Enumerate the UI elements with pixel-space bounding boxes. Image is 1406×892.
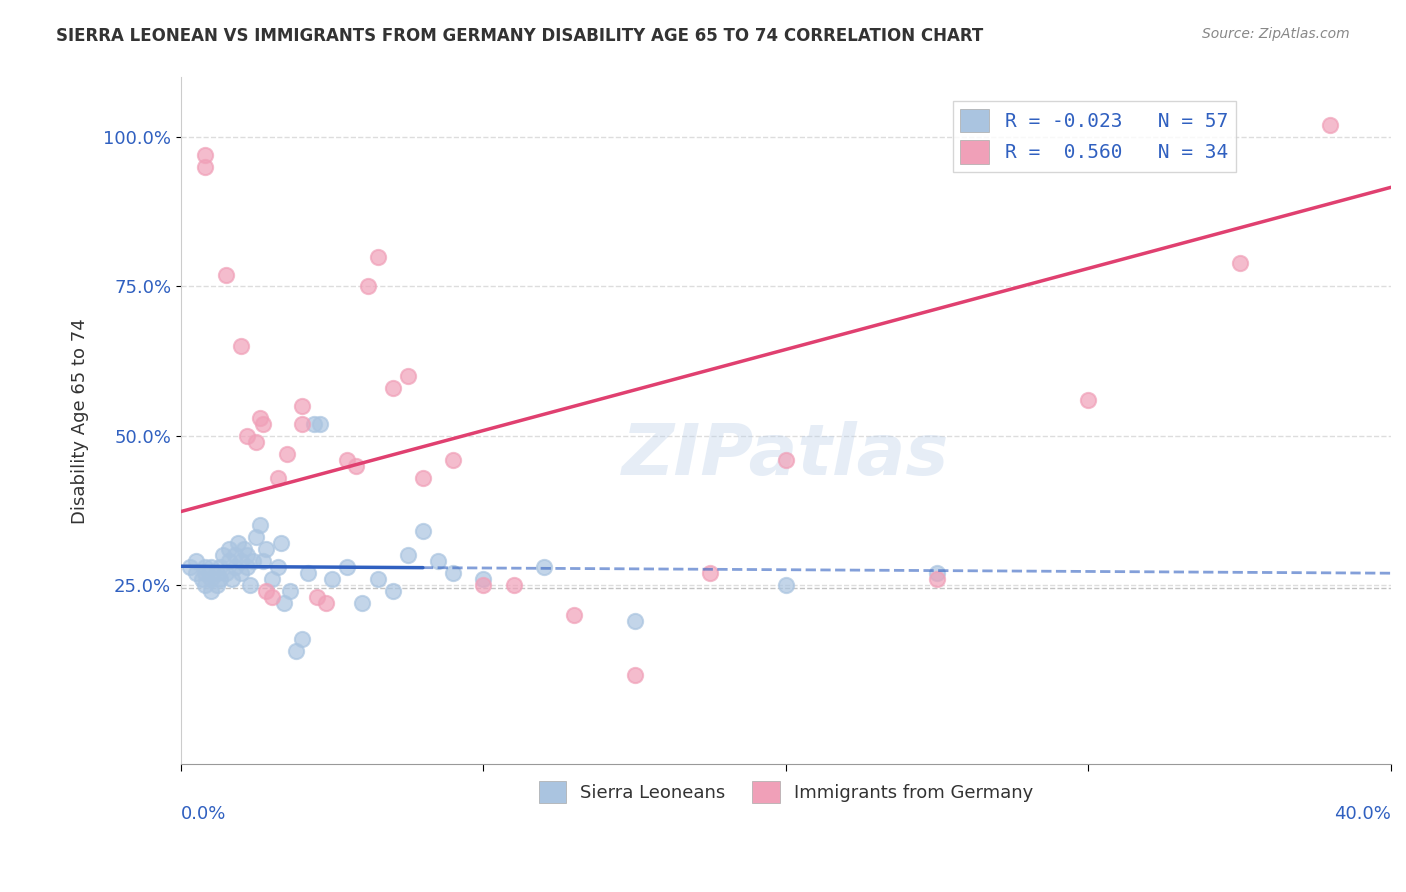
Point (623, 667, 645, 681)
Point (276, 447, 298, 461)
Point (212, 548, 235, 562)
Point (302, 417, 325, 431)
Text: 0.0%: 0.0% (181, 805, 226, 823)
Point (215, 566, 238, 581)
Point (194, 148, 217, 162)
Point (472, 572, 495, 586)
Point (236, 548, 259, 562)
Point (184, 554, 207, 568)
Point (336, 452, 359, 467)
Point (239, 578, 262, 592)
Point (562, 607, 585, 622)
Point (252, 417, 274, 431)
Point (236, 560, 259, 574)
Point (623, 614, 645, 628)
Point (1229, 255, 1251, 269)
Point (254, 542, 277, 557)
Point (427, 554, 450, 568)
Point (775, 452, 797, 467)
Point (209, 560, 232, 574)
Point (231, 554, 253, 568)
Point (278, 584, 301, 599)
Text: ZIPatlas: ZIPatlas (623, 421, 949, 490)
Point (336, 560, 359, 574)
Point (381, 584, 404, 599)
Point (242, 554, 264, 568)
Point (366, 572, 388, 586)
Point (209, 572, 232, 586)
Point (284, 644, 307, 658)
Point (218, 554, 240, 568)
Point (297, 566, 319, 581)
Y-axis label: Disability Age 65 to 74: Disability Age 65 to 74 (72, 318, 89, 524)
Point (236, 429, 259, 443)
Point (1319, 118, 1341, 132)
Text: SIERRA LEONEAN VS IMMIGRANTS FROM GERMANY DISABILITY AGE 65 TO 74 CORRELATION CH: SIERRA LEONEAN VS IMMIGRANTS FROM GERMAN… (56, 27, 983, 45)
Point (1077, 392, 1099, 407)
Point (194, 566, 217, 581)
Legend: Sierra Leoneans, Immigrants from Germany: Sierra Leoneans, Immigrants from Germany (531, 773, 1040, 810)
Point (315, 596, 337, 610)
Point (252, 554, 274, 568)
Point (291, 399, 314, 413)
Point (381, 381, 404, 395)
Point (266, 560, 288, 574)
Point (502, 578, 524, 592)
Point (191, 572, 214, 586)
Point (396, 369, 419, 384)
Point (352, 596, 374, 610)
Point (179, 560, 201, 574)
Point (254, 584, 277, 599)
Point (321, 572, 343, 586)
Point (205, 578, 228, 592)
Point (472, 578, 495, 592)
Point (412, 524, 434, 539)
Point (200, 572, 222, 586)
Point (775, 578, 797, 592)
Point (245, 434, 267, 449)
Point (200, 560, 222, 574)
Point (441, 566, 464, 581)
Point (184, 566, 207, 581)
Point (533, 560, 555, 574)
Point (249, 410, 271, 425)
Point (221, 572, 243, 586)
Point (194, 578, 217, 592)
Point (396, 548, 419, 562)
Point (357, 279, 380, 293)
Point (224, 560, 246, 574)
Point (266, 470, 288, 484)
Point (309, 417, 332, 431)
Point (291, 632, 314, 646)
Point (344, 458, 367, 473)
Point (291, 417, 314, 431)
Point (927, 572, 949, 586)
Point (927, 566, 949, 581)
Text: 40.0%: 40.0% (1334, 805, 1391, 823)
Point (231, 339, 253, 353)
Point (205, 566, 228, 581)
Point (194, 560, 217, 574)
Point (273, 596, 295, 610)
Point (699, 566, 721, 581)
Point (366, 250, 388, 264)
Point (194, 160, 217, 174)
Point (233, 542, 256, 557)
Point (218, 542, 240, 557)
Point (305, 590, 328, 604)
Point (200, 584, 222, 599)
Point (228, 536, 250, 550)
Point (224, 548, 246, 562)
Point (249, 518, 271, 533)
Point (412, 470, 434, 484)
Point (215, 268, 238, 282)
Point (260, 590, 283, 604)
Point (441, 452, 464, 467)
Point (270, 536, 292, 550)
Point (245, 530, 267, 544)
Point (260, 572, 283, 586)
Point (231, 566, 253, 581)
Text: Source: ZipAtlas.com: Source: ZipAtlas.com (1202, 27, 1350, 41)
